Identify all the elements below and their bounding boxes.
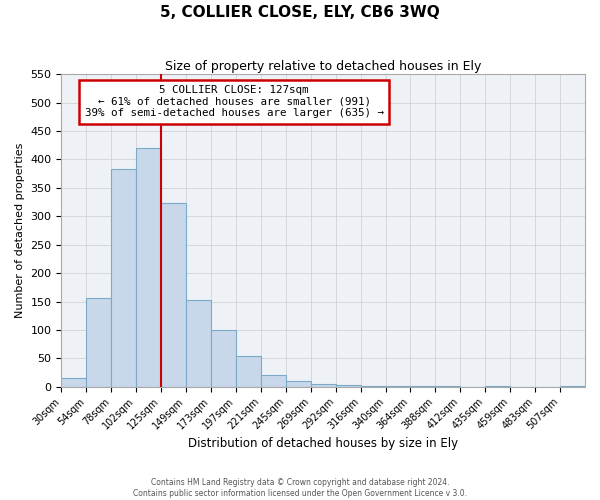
Bar — [386, 386, 410, 387]
X-axis label: Distribution of detached houses by size in Ely: Distribution of detached houses by size … — [188, 437, 458, 450]
Bar — [311, 384, 335, 387]
Bar — [286, 381, 311, 387]
Y-axis label: Number of detached properties: Number of detached properties — [15, 143, 25, 318]
Bar — [161, 203, 186, 387]
Bar — [261, 376, 286, 387]
Bar — [560, 386, 585, 387]
Bar — [436, 386, 460, 387]
Bar — [186, 300, 211, 387]
Bar — [236, 356, 261, 387]
Text: 5, COLLIER CLOSE, ELY, CB6 3WQ: 5, COLLIER CLOSE, ELY, CB6 3WQ — [160, 5, 440, 20]
Text: Contains HM Land Registry data © Crown copyright and database right 2024.
Contai: Contains HM Land Registry data © Crown c… — [133, 478, 467, 498]
Title: Size of property relative to detached houses in Ely: Size of property relative to detached ho… — [165, 60, 481, 73]
Bar — [485, 386, 510, 387]
Bar — [111, 169, 136, 387]
Bar — [361, 386, 386, 387]
Bar — [410, 386, 436, 387]
Text: 5 COLLIER CLOSE: 127sqm
← 61% of detached houses are smaller (991)
39% of semi-d: 5 COLLIER CLOSE: 127sqm ← 61% of detache… — [85, 85, 383, 118]
Bar — [335, 385, 361, 387]
Bar — [61, 378, 86, 387]
Bar — [211, 330, 236, 387]
Bar — [86, 298, 111, 387]
Bar — [136, 148, 161, 387]
